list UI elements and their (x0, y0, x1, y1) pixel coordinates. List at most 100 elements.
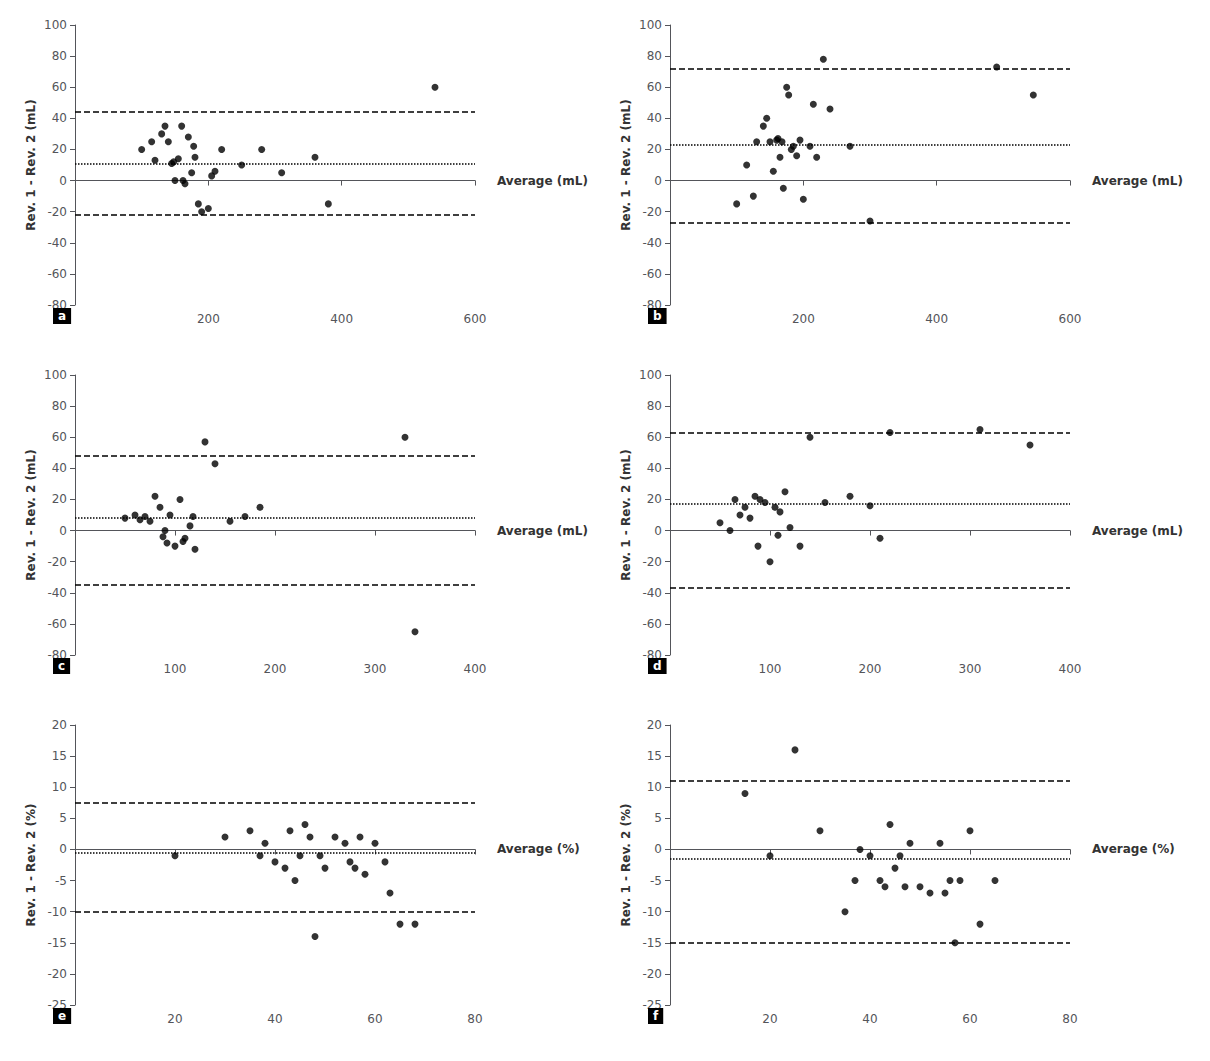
svg-text:Rev. 1 - Rev. 2 (%): Rev. 1 - Rev. 2 (%) (24, 803, 38, 926)
svg-text:-20: -20 (47, 967, 67, 981)
svg-text:60: 60 (52, 430, 67, 444)
svg-text:5: 5 (59, 811, 67, 825)
svg-text:200: 200 (264, 662, 287, 676)
svg-text:20: 20 (762, 1012, 777, 1026)
svg-text:-20: -20 (642, 555, 662, 569)
svg-text:-20: -20 (47, 205, 67, 219)
svg-text:Average (mL): Average (mL) (497, 524, 588, 538)
svg-text:200: 200 (792, 312, 815, 326)
svg-text:600: 600 (1059, 312, 1082, 326)
svg-text:400: 400 (464, 662, 487, 676)
svg-text:-60: -60 (47, 267, 67, 281)
svg-text:0: 0 (654, 842, 662, 856)
svg-text:a: a (58, 309, 66, 323)
svg-text:-10: -10 (642, 905, 662, 919)
svg-text:80: 80 (467, 1012, 482, 1026)
svg-text:80: 80 (52, 399, 67, 413)
svg-text:100: 100 (44, 18, 67, 32)
svg-text:Average (mL): Average (mL) (1092, 174, 1183, 188)
svg-text:-60: -60 (47, 617, 67, 631)
svg-text:Average (mL): Average (mL) (1092, 524, 1183, 538)
svg-text:0: 0 (59, 842, 67, 856)
svg-text:200: 200 (197, 312, 220, 326)
svg-text:-10: -10 (47, 905, 67, 919)
svg-text:80: 80 (52, 49, 67, 63)
svg-text:0: 0 (59, 174, 67, 188)
svg-text:-25: -25 (47, 998, 67, 1012)
svg-text:-80: -80 (642, 648, 662, 662)
svg-text:Rev. 1 - Rev. 2 (mL): Rev. 1 - Rev. 2 (mL) (24, 99, 38, 230)
svg-text:Average (%): Average (%) (1092, 842, 1175, 856)
svg-text:100: 100 (44, 368, 67, 382)
svg-text:b: b (653, 309, 662, 323)
svg-text:600: 600 (464, 312, 487, 326)
svg-text:-80: -80 (642, 298, 662, 312)
svg-text:10: 10 (52, 780, 67, 794)
svg-text:-20: -20 (642, 205, 662, 219)
svg-text:f: f (653, 1009, 659, 1023)
svg-text:100: 100 (639, 18, 662, 32)
svg-text:-20: -20 (642, 967, 662, 981)
svg-text:100: 100 (759, 662, 782, 676)
svg-text:80: 80 (1062, 1012, 1077, 1026)
svg-text:-40: -40 (47, 586, 67, 600)
svg-text:60: 60 (647, 80, 662, 94)
svg-text:40: 40 (862, 1012, 877, 1026)
svg-text:-25: -25 (642, 998, 662, 1012)
svg-text:10: 10 (647, 780, 662, 794)
svg-text:0: 0 (654, 174, 662, 188)
svg-text:300: 300 (959, 662, 982, 676)
svg-text:40: 40 (647, 111, 662, 125)
svg-text:Rev. 1 - Rev. 2 (mL): Rev. 1 - Rev. 2 (mL) (24, 449, 38, 580)
svg-text:80: 80 (647, 49, 662, 63)
svg-text:-5: -5 (55, 874, 67, 888)
svg-text:60: 60 (962, 1012, 977, 1026)
svg-text:0: 0 (59, 524, 67, 538)
svg-text:-40: -40 (642, 586, 662, 600)
svg-text:0: 0 (654, 524, 662, 538)
svg-text:200: 200 (859, 662, 882, 676)
svg-text:40: 40 (647, 461, 662, 475)
svg-text:-15: -15 (47, 936, 67, 950)
svg-text:c: c (58, 659, 65, 673)
svg-text:100: 100 (639, 368, 662, 382)
svg-text:40: 40 (267, 1012, 282, 1026)
svg-text:400: 400 (1059, 662, 1082, 676)
svg-text:Rev. 1 - Rev. 2 (mL): Rev. 1 - Rev. 2 (mL) (619, 449, 633, 580)
svg-text:15: 15 (52, 749, 67, 763)
svg-text:-80: -80 (47, 648, 67, 662)
svg-text:40: 40 (52, 461, 67, 475)
svg-text:-40: -40 (47, 236, 67, 250)
svg-text:-20: -20 (47, 555, 67, 569)
svg-text:Average (mL): Average (mL) (497, 174, 588, 188)
svg-text:d: d (653, 659, 662, 673)
svg-text:40: 40 (52, 111, 67, 125)
svg-text:20: 20 (647, 492, 662, 506)
svg-text:20: 20 (647, 718, 662, 732)
svg-text:20: 20 (647, 142, 662, 156)
svg-text:-80: -80 (47, 298, 67, 312)
svg-text:-60: -60 (642, 617, 662, 631)
svg-text:Rev. 1 - Rev. 2 (mL): Rev. 1 - Rev. 2 (mL) (619, 99, 633, 230)
svg-text:100: 100 (164, 662, 187, 676)
svg-text:400: 400 (330, 312, 353, 326)
svg-text:400: 400 (925, 312, 948, 326)
svg-text:60: 60 (647, 430, 662, 444)
svg-text:e: e (58, 1009, 66, 1023)
svg-text:80: 80 (647, 399, 662, 413)
svg-text:300: 300 (364, 662, 387, 676)
svg-text:-40: -40 (642, 236, 662, 250)
svg-text:20: 20 (52, 718, 67, 732)
svg-text:15: 15 (647, 749, 662, 763)
svg-text:Rev. 1 - Rev. 2 (%): Rev. 1 - Rev. 2 (%) (619, 803, 633, 926)
svg-text:Average (%): Average (%) (497, 842, 580, 856)
svg-text:-15: -15 (642, 936, 662, 950)
svg-text:20: 20 (52, 142, 67, 156)
svg-text:20: 20 (167, 1012, 182, 1026)
svg-text:20: 20 (52, 492, 67, 506)
svg-text:-5: -5 (650, 874, 662, 888)
svg-text:60: 60 (367, 1012, 382, 1026)
svg-text:-60: -60 (642, 267, 662, 281)
svg-text:5: 5 (654, 811, 662, 825)
svg-text:60: 60 (52, 80, 67, 94)
